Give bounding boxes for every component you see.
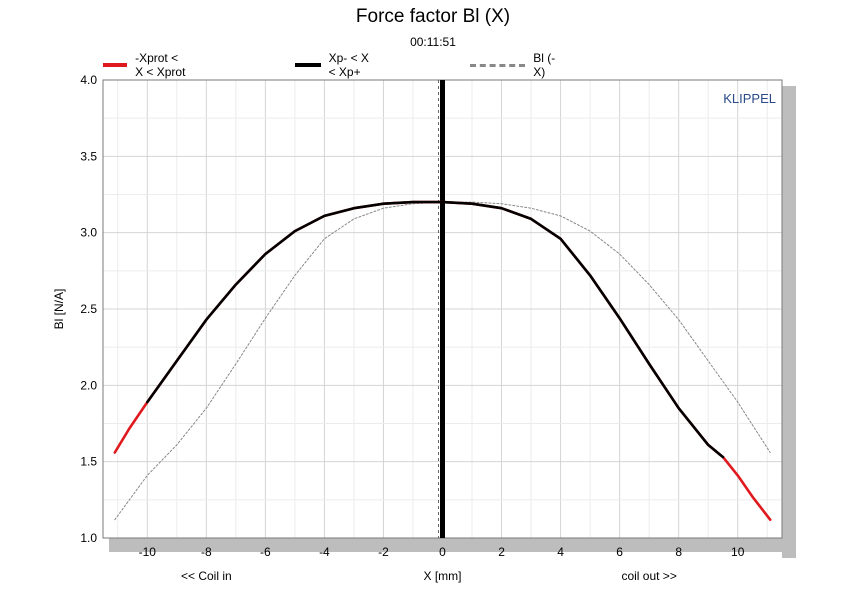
y-axis-label: Bl [N/A] [52, 289, 66, 330]
legend-item-xprot: -Xprot < X < Xprot [103, 51, 186, 79]
x-note-coil-in: << Coil in [181, 569, 232, 583]
frame-shadow-right [782, 86, 796, 558]
series-line-xp [146, 200, 725, 459]
legend-label-bl-minus-x: Bl (-X) [533, 51, 556, 79]
legend-label-xp: Xp- < X < Xp+ [328, 51, 369, 79]
x-tick-label: 10 [731, 545, 745, 559]
x-tick-label: -4 [319, 545, 330, 559]
x-tick-label: 8 [675, 545, 682, 559]
x-tick-label: 0 [439, 545, 446, 559]
frame-shadow-bottom [109, 538, 796, 552]
chart-title: Force factor Bl (X) [355, 6, 511, 27]
brand-label: KLIPPEL [723, 91, 776, 106]
legend-item-xp: Xp- < X < Xp+ [295, 51, 371, 79]
y-tick-label: 1.0 [80, 531, 97, 545]
x-tick-label: -2 [378, 545, 389, 559]
x-axis-label: X [mm] [424, 569, 462, 583]
legend-swatch-xprot [103, 63, 128, 67]
y-tick-label: 3.0 [80, 226, 97, 240]
x-note-coil-out: coil out >> [621, 569, 676, 583]
y-tick-label: 3.5 [80, 149, 97, 163]
x-tick-label: -8 [201, 545, 212, 559]
x-tick-label: 4 [557, 545, 564, 559]
legend-label-xprot: -Xprot < X < Xprot [135, 51, 186, 79]
legend-swatch-xp [295, 63, 321, 67]
y-tick-label: 4.0 [80, 73, 97, 87]
x-tick-label: -6 [260, 545, 271, 559]
legend-item-bl-minus-x: Bl (-X) [470, 51, 560, 79]
legend-swatch-bl-minus-x [470, 63, 526, 67]
x-tick-label: -10 [139, 545, 157, 559]
y-tick-label: 1.5 [80, 455, 97, 469]
chart-subtitle: 00:11:51 [410, 35, 456, 49]
y-tick-label: 2.0 [80, 378, 97, 392]
x-tick-label: 6 [616, 545, 623, 559]
y-tick-label: 2.5 [80, 302, 97, 316]
x-tick-label: 2 [498, 545, 505, 559]
